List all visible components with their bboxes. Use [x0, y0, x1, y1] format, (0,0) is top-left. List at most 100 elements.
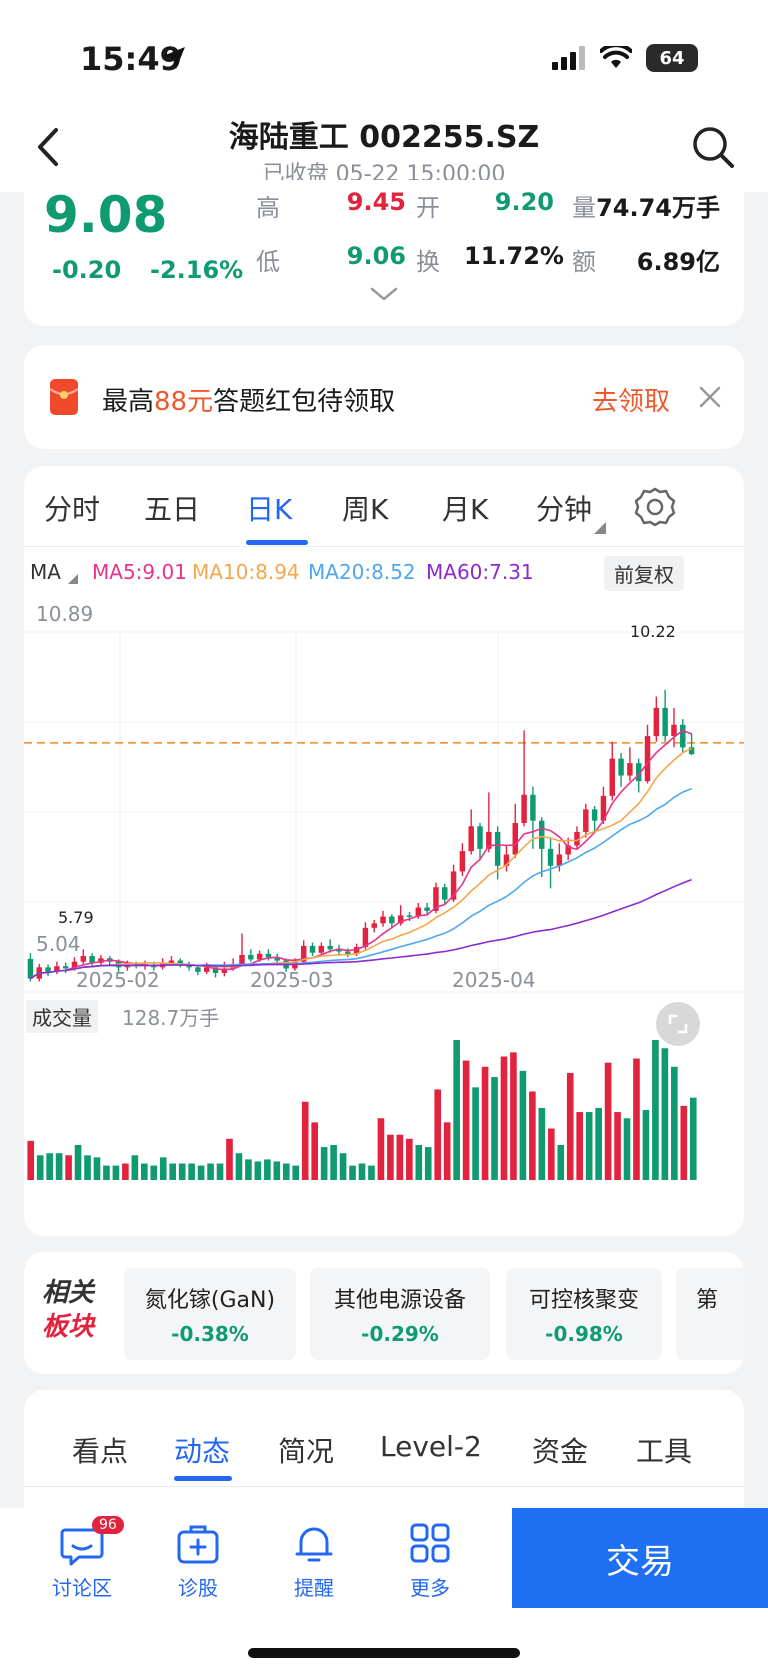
candle-body: [406, 915, 413, 917]
volume-bar: [112, 1165, 120, 1180]
related-title-line2: 板块: [42, 1312, 95, 1342]
bell-icon: [295, 1527, 333, 1562]
candle-body: [600, 795, 607, 821]
back-icon[interactable]: [24, 122, 74, 172]
volume-bar: [65, 1155, 72, 1180]
volume-bar: [633, 1058, 640, 1180]
volume-selector[interactable]: 成交量: [26, 1000, 98, 1033]
discussion-button[interactable]: 讨论区: [32, 1522, 132, 1601]
candle-body: [494, 831, 501, 866]
diagnose-button[interactable]: 诊股: [148, 1522, 248, 1601]
candle-body: [565, 845, 571, 855]
price-change: -0.20: [52, 256, 122, 284]
tab-monthly-k[interactable]: 月K: [442, 493, 489, 526]
last-price: 9.08: [44, 186, 168, 244]
tab-highlights[interactable]: 看点: [72, 1435, 129, 1468]
volume-bar: [415, 1145, 423, 1180]
sector-name: 氮化镓(GaN): [144, 1288, 276, 1313]
volume-bar: [566, 1072, 574, 1180]
diagnose-label: 诊股: [178, 1576, 218, 1600]
settings-gear-icon[interactable]: [634, 486, 676, 528]
candle-body: [397, 915, 404, 924]
tab-news[interactable]: 动态: [174, 1435, 231, 1468]
discussion-label: 讨论区: [52, 1576, 112, 1600]
trade-button[interactable]: 交易: [512, 1508, 768, 1608]
ma10-value: MA10:8.94: [192, 560, 300, 584]
candles: [27, 689, 695, 982]
candle-body: [477, 826, 483, 849]
tab-tools[interactable]: 工具: [636, 1435, 693, 1468]
volume-bar: [264, 1159, 271, 1180]
candle-body: [627, 763, 633, 776]
ma-lines: [29, 729, 692, 980]
tab-level2[interactable]: Level-2: [380, 1430, 482, 1463]
ma20-value: MA20:8.52: [308, 560, 416, 584]
search-icon[interactable]: [688, 122, 738, 172]
tab-daily-k[interactable]: 日K: [246, 493, 293, 526]
volume-bar: [178, 1163, 186, 1180]
status-icons: 64: [552, 44, 698, 72]
tab-profile[interactable]: 简况: [278, 1435, 335, 1468]
candle-body: [54, 966, 60, 972]
discussion-badge: 96: [92, 1516, 124, 1534]
volume-bar: [623, 1118, 631, 1180]
sector-chip[interactable]: 第: [676, 1268, 744, 1360]
volume-bar: [93, 1157, 101, 1180]
volume-bar: [547, 1128, 555, 1180]
ma-selector[interactable]: MA: [30, 560, 61, 584]
volume-bar: [46, 1153, 53, 1180]
expand-chevron-icon[interactable]: [370, 286, 398, 302]
volume-bar: [368, 1165, 375, 1180]
volume-bar: [443, 1122, 451, 1180]
content-tabs-divider: [24, 1486, 744, 1487]
candle-body: [327, 945, 333, 950]
amount-value: 6.89亿: [636, 248, 720, 276]
promo-claim-button[interactable]: 去领取: [591, 387, 670, 417]
tab-weekly-k[interactable]: 周K: [342, 493, 389, 526]
volume-bar: [481, 1066, 489, 1180]
volume-bar: [131, 1155, 139, 1180]
volume-bar: [406, 1138, 413, 1180]
dropdown-corner-icon: [594, 522, 606, 534]
volume-bar: [453, 1040, 460, 1180]
max-annotation: 10.22: [630, 622, 676, 641]
content-tab-underline: [174, 1476, 232, 1481]
volume-bar: [358, 1163, 366, 1180]
adjust-button[interactable]: 前复权: [604, 556, 684, 591]
candle-body: [353, 947, 360, 954]
medical-kit-icon: [177, 1525, 219, 1564]
more-button[interactable]: 更多: [380, 1522, 480, 1601]
candle-body: [591, 809, 598, 821]
candle-body: [486, 831, 492, 849]
sector-name: 可控核聚变: [528, 1288, 639, 1313]
candle-body: [71, 961, 78, 969]
sector-change: -0.98%: [545, 1322, 623, 1346]
tab-five-day[interactable]: 五日: [144, 493, 201, 526]
ma10-line: [29, 747, 692, 980]
sector-name: 第: [696, 1288, 719, 1313]
fullscreen-button[interactable]: [656, 1002, 700, 1046]
tab-funds[interactable]: 资金: [532, 1435, 589, 1468]
candle-body: [212, 967, 219, 973]
promo-banner[interactable]: 最高88元答题红包待领取 去领取: [24, 345, 744, 449]
related-sectors: 相关 板块 氮化镓(GaN) -0.38% 其他电源设备 -0.29% 可控核聚…: [24, 1252, 744, 1374]
candle-body: [671, 724, 677, 737]
sector-chip[interactable]: 其他电源设备 -0.29%: [310, 1268, 490, 1360]
alert-button[interactable]: 提醒: [264, 1522, 364, 1601]
tab-minute[interactable]: 分钟: [536, 493, 593, 526]
close-icon[interactable]: [698, 385, 722, 409]
volume-bar: [150, 1165, 158, 1180]
candle-body: [512, 822, 519, 855]
y-max-label: 10.89: [36, 602, 94, 626]
candle-body: [380, 916, 386, 924]
sector-chip[interactable]: 氮化镓(GaN) -0.38%: [124, 1268, 296, 1360]
kline-chart[interactable]: [24, 592, 744, 1112]
tab-intraday[interactable]: 分时: [44, 493, 101, 526]
volume-bar: [529, 1091, 536, 1180]
volume-label: 量: [572, 194, 596, 222]
candle-body: [309, 945, 316, 953]
candle-body: [221, 968, 228, 973]
sector-chip[interactable]: 可控核聚变 -0.98%: [506, 1268, 662, 1360]
candle-body: [248, 954, 254, 960]
volume-bar: [652, 1040, 659, 1180]
